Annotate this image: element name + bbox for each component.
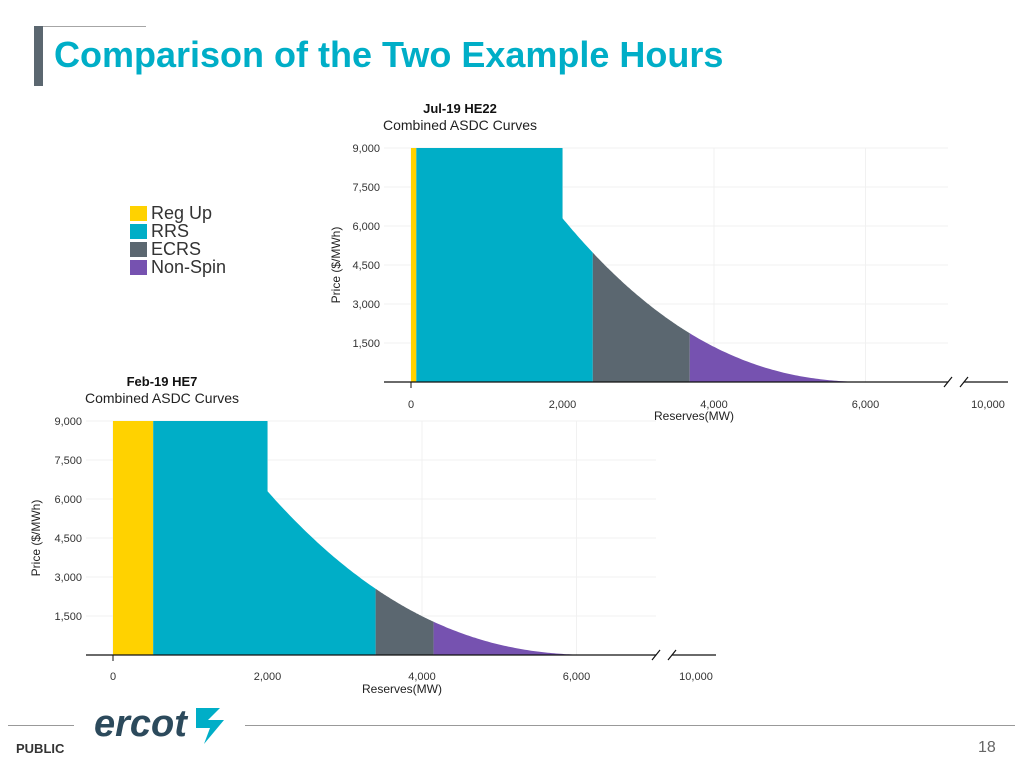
feb-x-axis-label: Reserves(MW) xyxy=(362,682,442,696)
legend-label-rrs: RRS xyxy=(151,221,190,241)
top-rule xyxy=(42,26,146,27)
jul-x-tick-label-2: 4,000 xyxy=(700,399,728,411)
legend-item-non-spin: Non-Spin xyxy=(130,258,226,276)
feb-y-tick-label-5: 9,000 xyxy=(54,416,82,428)
footer-rule-right xyxy=(245,725,1015,726)
feb-y-axis-label: Price ($/MWh) xyxy=(29,500,43,577)
footer-rule-left xyxy=(8,725,74,726)
jul-y-tick-label-1: 3,000 xyxy=(352,299,380,311)
feb-y-tick-label-1: 3,000 xyxy=(54,572,82,584)
legend-item-reg-up: Reg Up xyxy=(130,204,226,222)
legend-label-reg-up: Reg Up xyxy=(151,203,213,223)
jul-area-reg-up xyxy=(411,148,417,382)
legend: Reg Up RRS ECRS Non-Spin xyxy=(130,204,226,276)
feb-chart-subtitle: Combined ASDC Curves xyxy=(85,390,239,406)
jul-y-tick-label-2: 4,500 xyxy=(352,260,380,272)
feb-x-tick-label-0: 0 xyxy=(110,671,116,683)
jul-y-axis-label: Price ($/MWh) xyxy=(329,227,343,304)
feb-axis-break-left xyxy=(651,649,661,661)
feb-x-tick-label-break: 10,000 xyxy=(679,671,713,683)
ercot-logo-bolt-icon xyxy=(196,708,224,744)
footer-public-label: PUBLIC xyxy=(16,741,65,756)
jul-chart-subtitle: Combined ASDC Curves xyxy=(383,117,537,133)
jul-area-ecrs xyxy=(592,252,690,382)
legend-swatch-reg-up xyxy=(130,205,147,221)
feb-y-tick-label-0: 1,500 xyxy=(54,611,82,623)
slide-title: Comparison of the Two Example Hours xyxy=(54,34,724,75)
feb-y-tick-label-3: 6,000 xyxy=(54,494,82,506)
feb-chart-title: Feb-19 HE7 xyxy=(127,374,198,389)
feb-area-ecrs xyxy=(375,588,434,655)
ercot-logo-wordmark: ercot xyxy=(94,703,188,745)
jul-y-tick-label-4: 7,500 xyxy=(352,182,380,194)
title-accent-bar xyxy=(34,26,43,86)
jul-y-tick-label-5: 9,000 xyxy=(352,143,380,155)
feb-x-tick-label-1: 2,000 xyxy=(254,671,282,683)
legend-swatch-rrs xyxy=(130,223,147,239)
feb-x-tick-label-3: 6,000 xyxy=(563,671,591,683)
jul-y-tick-label-3: 6,000 xyxy=(352,221,380,233)
jul-x-tick-label-3: 6,000 xyxy=(852,399,880,411)
feb-x-tick-label-2: 4,000 xyxy=(408,671,436,683)
legend-swatch-non-spin xyxy=(130,259,147,275)
jul-area-non-spin xyxy=(689,333,874,382)
feb-area-non-spin xyxy=(433,621,600,655)
jul-chart-title: Jul-19 HE22 xyxy=(423,101,497,116)
legend-label-non-spin: Non-Spin xyxy=(151,257,227,277)
feb-y-tick-label-2: 4,500 xyxy=(54,533,82,545)
legend-item-rrs: RRS xyxy=(130,222,226,240)
feb-area-rrs xyxy=(153,421,376,655)
feb-area-reg-up xyxy=(113,421,154,655)
legend-label-ecrs: ECRS xyxy=(151,239,202,259)
ercot-logo: ercot xyxy=(94,703,224,745)
jul-y-tick-label-0: 1,500 xyxy=(352,338,380,350)
jul-axis-break-left xyxy=(943,376,953,388)
feb-y-tick-label-4: 7,500 xyxy=(54,455,82,467)
jul-x-tick-label-0: 0 xyxy=(408,399,414,411)
jul-area-rrs xyxy=(416,148,593,382)
legend-item-ecrs: ECRS xyxy=(130,240,226,258)
jul-x-axis-label: Reserves(MW) xyxy=(654,409,734,423)
jul-x-tick-label-1: 2,000 xyxy=(549,399,577,411)
legend-swatch-ecrs xyxy=(130,241,147,257)
jul-x-tick-label-break: 10,000 xyxy=(971,399,1005,411)
page-number: 18 xyxy=(978,739,996,756)
